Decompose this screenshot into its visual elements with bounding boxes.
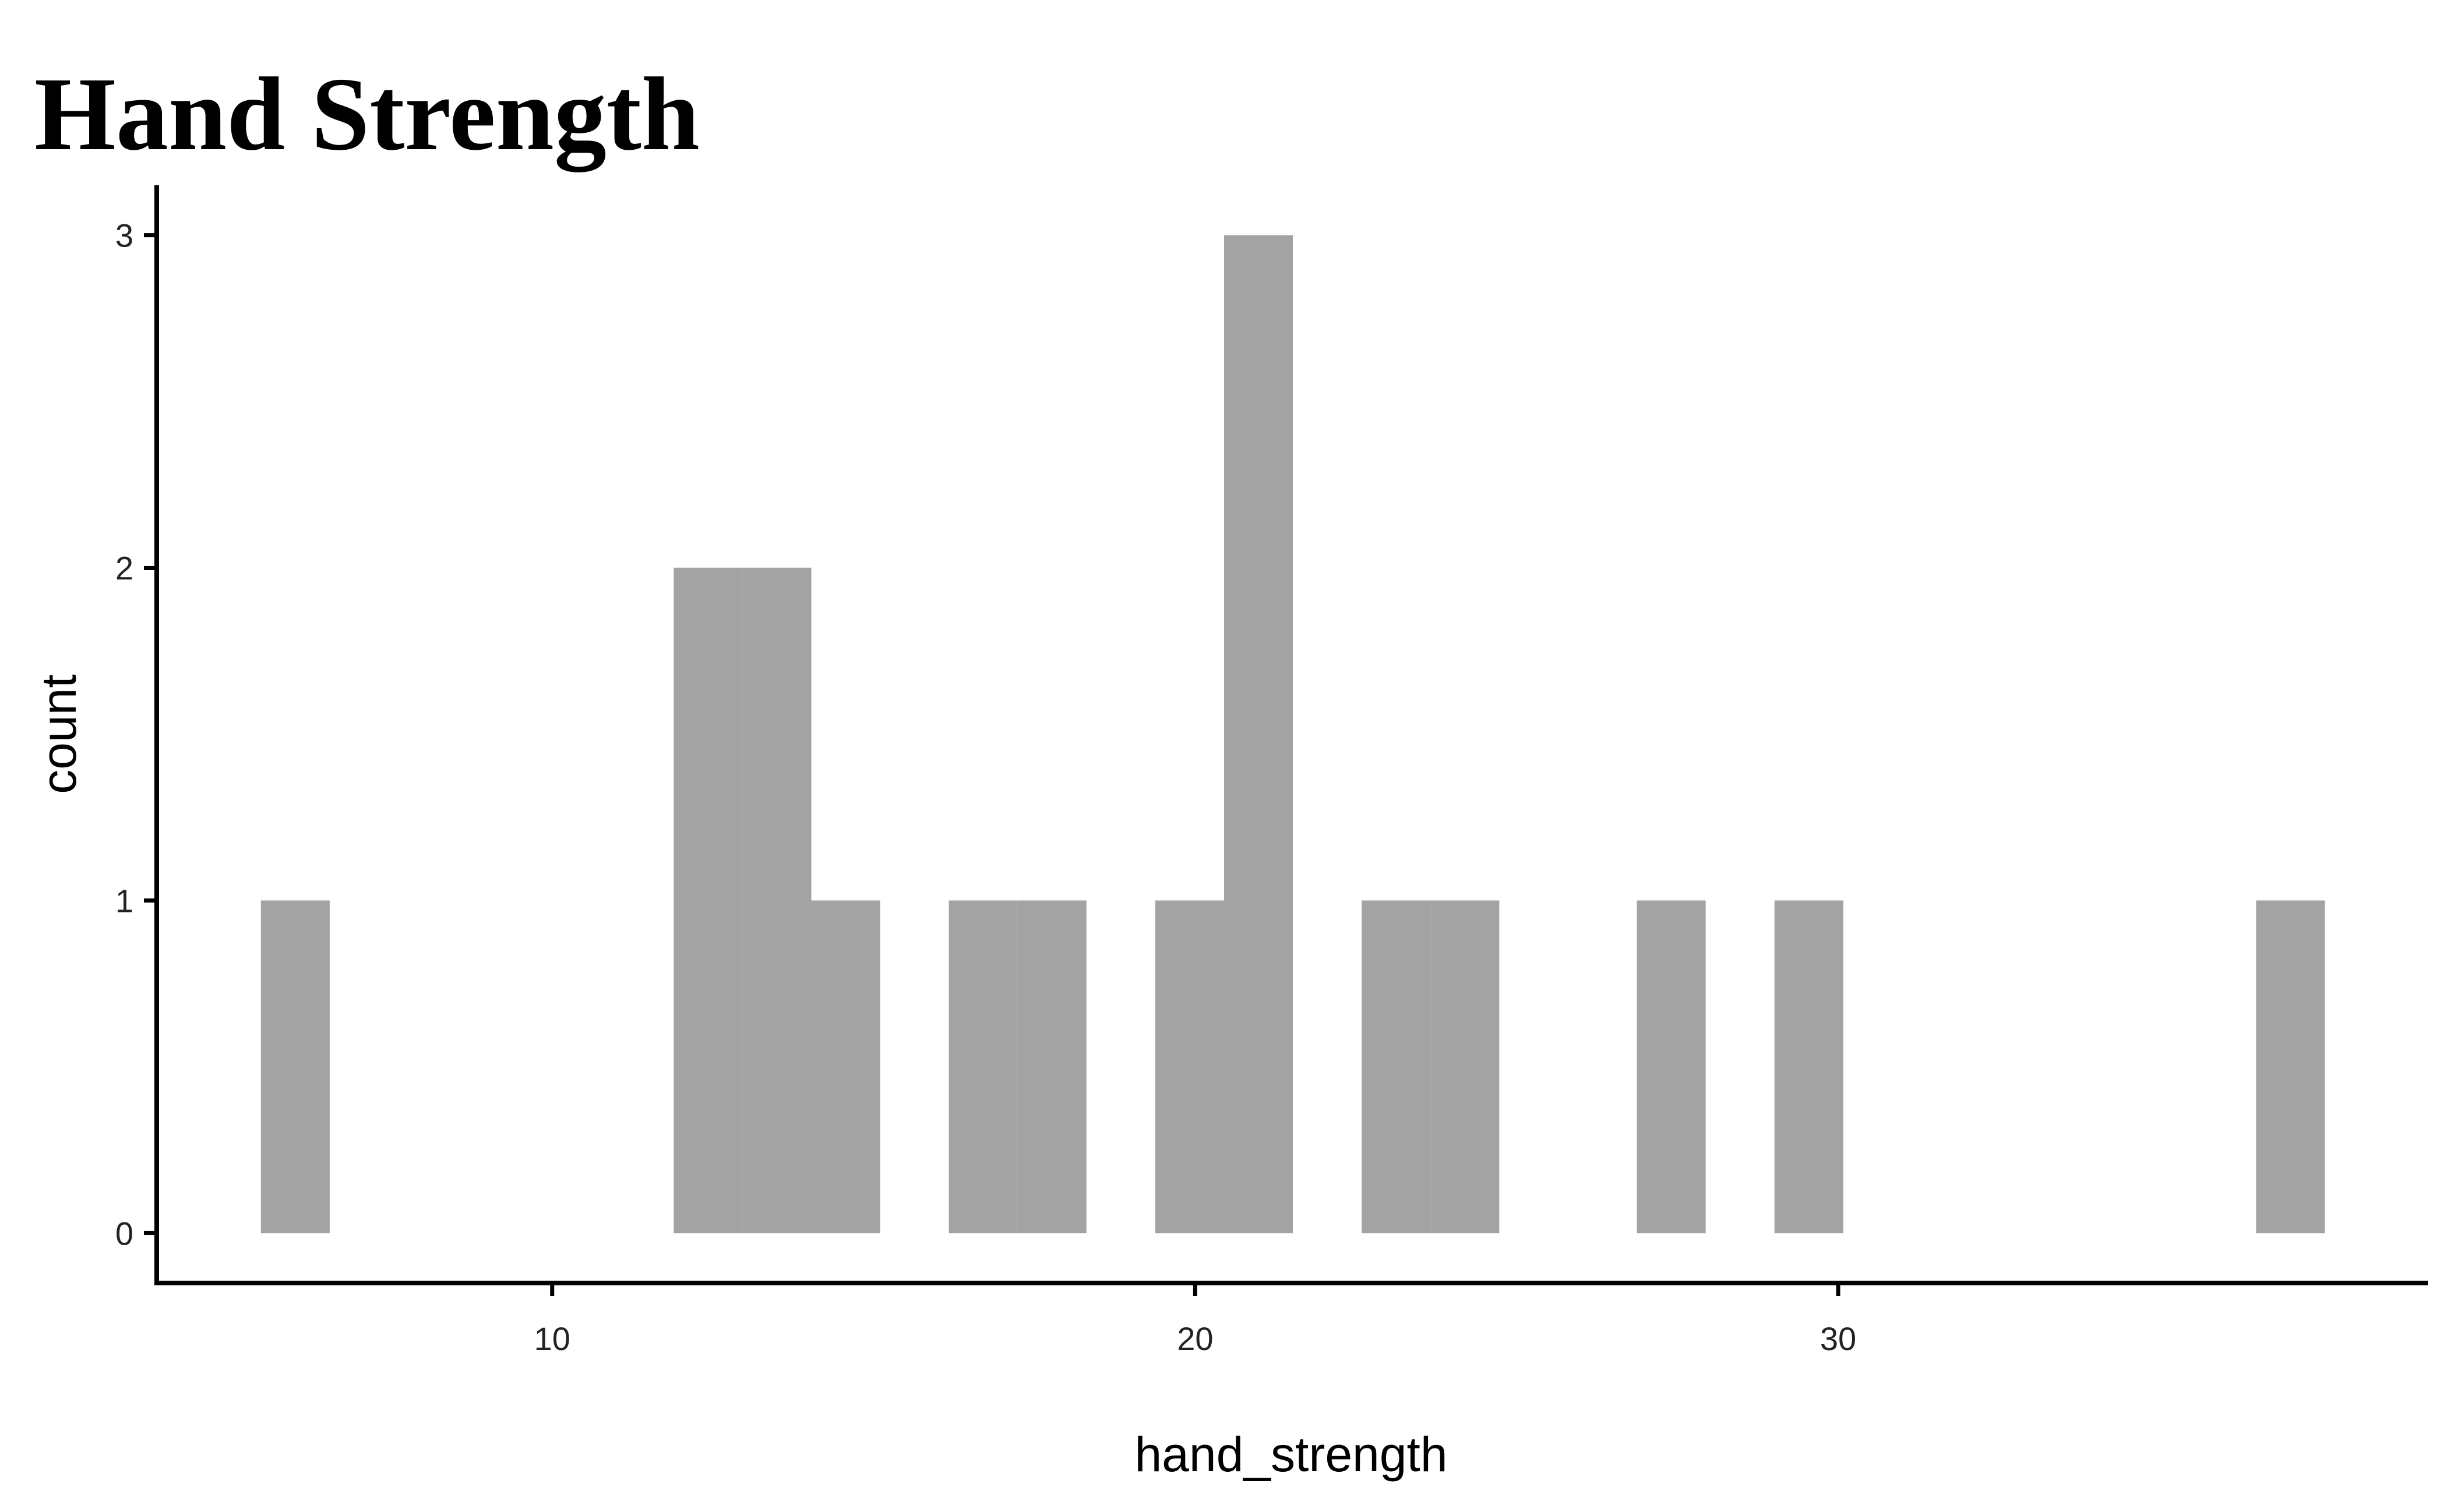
x-axis-title: hand_strength (1134, 1427, 1447, 1482)
y-axis-title: count (31, 674, 86, 794)
bar (1637, 900, 1706, 1233)
y-tick-label: 0 (115, 1215, 133, 1252)
x-tick-label: 10 (534, 1320, 570, 1357)
x-tick-label: 20 (1177, 1320, 1213, 1357)
x-tick-label: 30 (1820, 1320, 1856, 1357)
y-tick-label: 2 (115, 550, 133, 587)
bar (1430, 900, 1500, 1233)
bar (2256, 900, 2325, 1233)
bar (1224, 235, 1293, 1233)
bar (260, 900, 330, 1233)
bar (1155, 900, 1225, 1233)
bar (674, 568, 743, 1233)
bar (949, 900, 1018, 1233)
y-tick-label: 1 (115, 882, 133, 919)
bar (811, 900, 880, 1233)
y-tick-label: 3 (115, 217, 133, 254)
chart-title: Hand Strength (34, 56, 700, 172)
bar (1774, 900, 1843, 1233)
bar (1017, 900, 1087, 1233)
bar (1362, 900, 1431, 1233)
bar (742, 568, 812, 1233)
